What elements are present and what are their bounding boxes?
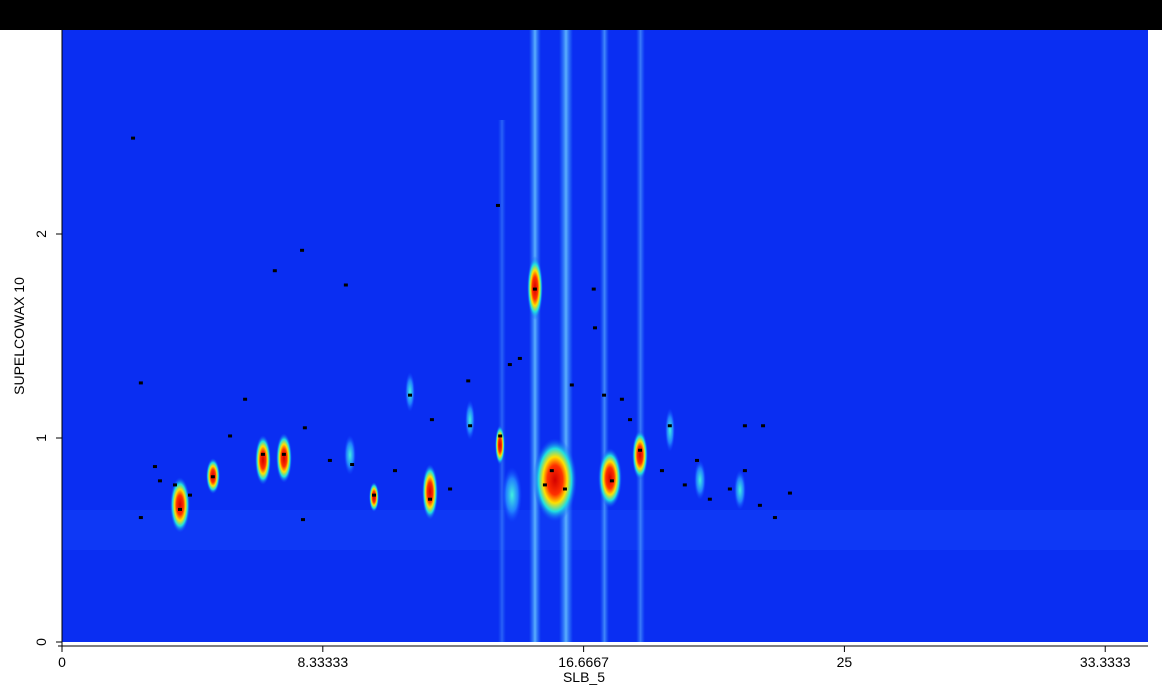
y-axis-label: SUPELCOWAX 10 — [11, 277, 27, 395]
point — [609, 479, 614, 483]
point — [428, 497, 433, 501]
point — [327, 458, 332, 462]
point — [429, 418, 434, 422]
point — [742, 469, 747, 473]
point — [392, 469, 397, 473]
heatmap — [62, 30, 1148, 642]
top-band — [0, 0, 1162, 30]
point — [772, 516, 777, 520]
point — [659, 469, 664, 473]
point — [448, 487, 453, 491]
x-tick-label: 8.33333 — [298, 654, 349, 670]
point — [157, 479, 162, 483]
point — [188, 493, 193, 497]
point — [562, 487, 567, 491]
point — [727, 487, 732, 491]
point — [372, 493, 377, 497]
point — [408, 393, 413, 397]
point — [177, 507, 182, 511]
point — [682, 483, 687, 487]
point — [138, 381, 143, 385]
point — [302, 426, 307, 430]
point — [210, 475, 215, 479]
point — [172, 483, 177, 487]
x-tick-label: 16.6667 — [558, 654, 609, 670]
point — [619, 397, 624, 401]
point — [281, 452, 286, 456]
point — [260, 452, 265, 456]
point — [131, 136, 136, 140]
y-tick-label: 1 — [33, 434, 49, 442]
point — [517, 356, 522, 360]
point — [228, 434, 233, 438]
point — [742, 424, 747, 428]
point — [695, 458, 700, 462]
y-tick-label: 0 — [33, 638, 49, 646]
point — [757, 503, 762, 507]
point — [787, 491, 792, 495]
x-tick-label: 33.3333 — [1080, 654, 1131, 670]
point — [272, 269, 277, 273]
point — [549, 469, 554, 473]
point — [507, 363, 512, 367]
point — [343, 283, 348, 287]
y-tick-label: 2 — [33, 230, 49, 238]
point — [592, 326, 597, 330]
point — [602, 393, 607, 397]
point — [495, 203, 500, 207]
point — [542, 483, 547, 487]
point — [532, 287, 537, 291]
point — [498, 434, 503, 438]
point — [243, 397, 248, 401]
point — [569, 383, 574, 387]
point — [761, 424, 766, 428]
x-axis-label: SLB_5 — [563, 669, 605, 685]
point — [638, 448, 643, 452]
x-tick-label: 25 — [837, 654, 853, 670]
point — [300, 518, 305, 522]
point — [591, 287, 596, 291]
point — [707, 497, 712, 501]
point — [138, 516, 143, 520]
x-tick-label: 0 — [58, 654, 66, 670]
point — [667, 424, 672, 428]
point — [350, 463, 355, 467]
point — [152, 465, 157, 469]
point — [466, 379, 471, 383]
point — [300, 248, 305, 252]
point — [628, 418, 633, 422]
point — [468, 424, 473, 428]
